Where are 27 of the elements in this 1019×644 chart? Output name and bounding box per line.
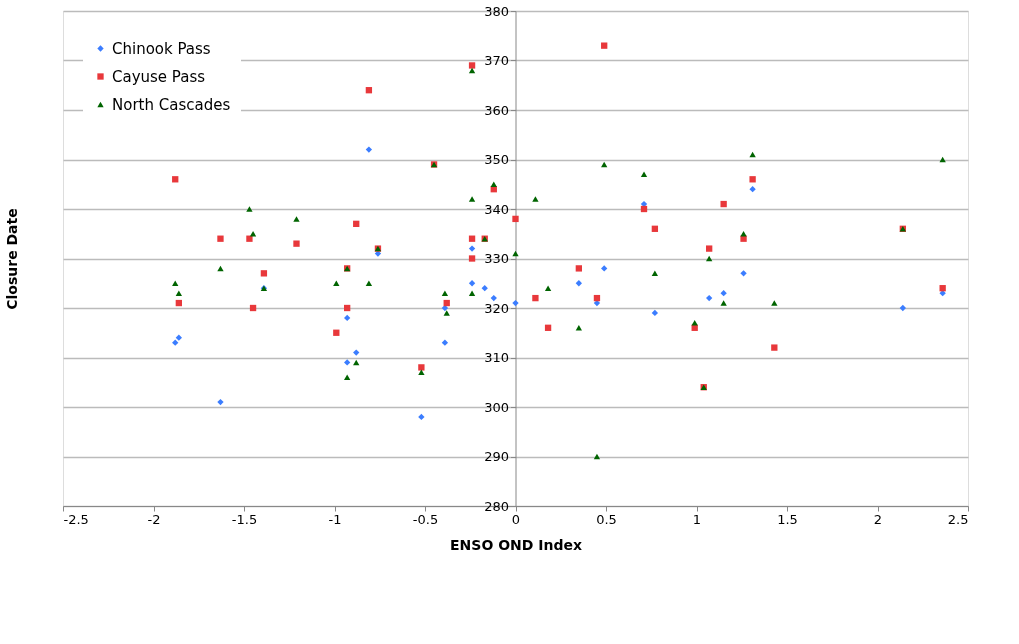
x-tick-label: 1.5 [777,511,798,527]
y-axis-title: Closure Date [3,208,20,310]
y-tick-label: 370 [484,53,509,68]
x-tick-label: -2 [147,511,161,527]
y-tick-label: 340 [484,201,509,217]
legend-label: Cayuse Pass [112,67,206,86]
y-tick-label: 290 [484,449,509,464]
y-tick-label: 350 [484,152,509,167]
x-tick-label: 0 [511,511,521,527]
x-tick-label: -1.5 [231,511,258,527]
y-tick-label: 330 [484,251,509,266]
x-tick-label: 2.5 [947,511,969,527]
y-tick-label: 280 [484,498,509,514]
y-tick-label: 380 [484,3,509,19]
x-tick-label: 0.5 [596,511,617,527]
x-tick-label: 2 [873,511,883,527]
x-axis-title: ENSO OND Index [450,536,582,553]
y-tick-label: 360 [484,102,509,118]
x-tick-label: 1 [692,511,702,527]
x-tick-label: -2.5 [63,511,89,527]
legend-label: Chinook Pass [112,39,211,58]
x-tick-label: -1 [328,511,342,527]
y-tick-label: 310 [484,350,509,365]
y-tick-label: 300 [484,399,509,415]
x-tick-label: -0.5 [412,511,439,527]
y-tick-label: 320 [484,300,509,316]
legend-label: North Cascades [112,95,231,114]
